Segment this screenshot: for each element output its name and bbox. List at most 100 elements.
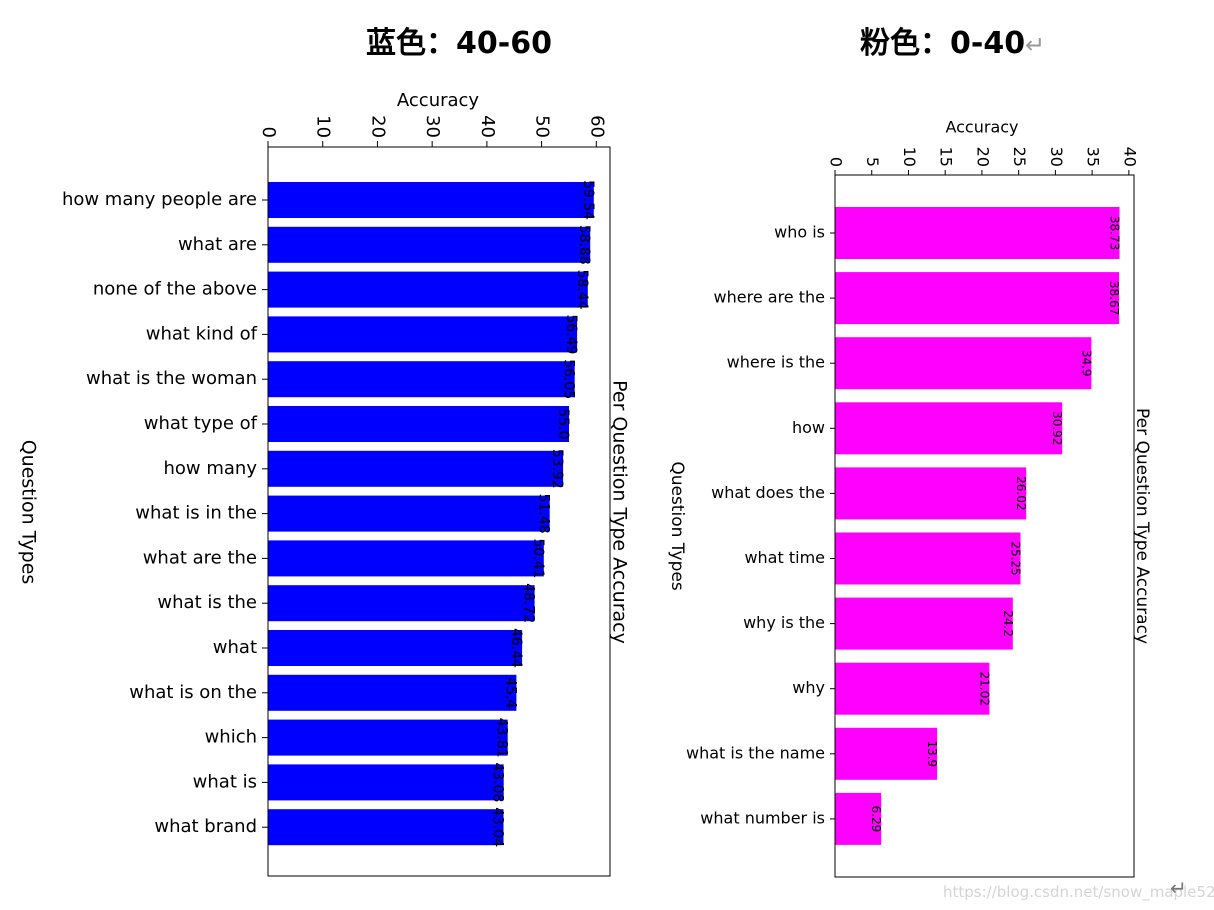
left-chart-category-label: what type of (144, 413, 258, 434)
left-chart-category-label: what are the (143, 547, 257, 568)
left-chart-bar (268, 585, 535, 622)
left-chart: how many people are 59.54 what are 58.88 non… (18, 90, 631, 877)
left-chart-xtick-label: 60 (586, 115, 607, 138)
left-chart-bar (268, 182, 594, 218)
right-chart-bar (835, 597, 1013, 650)
right-chart-category-label: who is (774, 223, 825, 242)
right-chart-category-label: where is the (727, 353, 825, 372)
right-chart-xtick-label: 10 (900, 147, 919, 167)
right-chart-bar (835, 727, 938, 780)
right-chart-xtick-label: 40 (1120, 147, 1139, 167)
left-chart-ylabel: Question Types (18, 440, 40, 585)
right-chart-bar (835, 532, 1021, 585)
left-chart-value-label: 46.44 (508, 628, 524, 668)
right-chart-value-label: 6.29 (869, 806, 883, 833)
left-chart-bar (268, 630, 523, 666)
right-chart-category-label: what number is (700, 808, 825, 827)
watermark: https://blog.csdn.net/snow_maple521 (943, 883, 1214, 901)
right-chart-value-label: 30.92 (1050, 411, 1064, 445)
left-chart-category-label: how many people are (62, 189, 257, 210)
left-chart-category-label: what are (178, 234, 257, 255)
left-chart-xtick-label: 30 (422, 115, 443, 138)
right-chart-bar (835, 402, 1063, 455)
left-chart-axes-frame (267, 146, 611, 877)
right-chart-xtick-label: 20 (973, 147, 992, 167)
left-chart-xtick-label: 50 (532, 115, 553, 138)
left-chart-category-label: what is on the (129, 682, 257, 703)
left-chart-bar (268, 719, 508, 756)
right-chart-xtick-label: 30 (1047, 147, 1066, 167)
right-chart-value-label: 13.9 (925, 740, 939, 767)
right-chart-bar (835, 207, 1120, 259)
right-chart-category-label: where are the (714, 288, 825, 307)
left-chart-bar (268, 809, 504, 846)
right-chart-value-label: 26.02 (1014, 476, 1028, 510)
right-chart-xtick-label: 5 (863, 157, 882, 167)
right-chart-value-label: 25.25 (1009, 541, 1023, 575)
right-chart-xtick-label: 25 (1010, 147, 1029, 167)
right-chart-value-label: 21.02 (977, 672, 991, 706)
left-chart-bar (268, 406, 569, 442)
left-chart-bar (268, 361, 575, 398)
left-chart-category-label: what is the woman (86, 368, 257, 389)
left-chart-category-label: which (205, 727, 257, 748)
right-chart-bar (835, 272, 1120, 325)
right-chart: who is 38.73 where are the 38.67 where is th… (667, 118, 1152, 878)
left-chart-category-label: none of the above (93, 279, 257, 300)
left-chart-category-label: what kind of (146, 323, 258, 344)
right-chart-xtick-label: 35 (1084, 147, 1103, 167)
right-chart-xtick-label: 15 (937, 147, 956, 167)
right-chart-category-label: what time (744, 548, 825, 567)
left-chart-value-label: 43.04 (490, 807, 506, 847)
left-chart-bar (268, 271, 588, 308)
left-chart-value-label: 43.08 (490, 762, 506, 802)
left-chart-value-label: 50.41 (530, 538, 546, 578)
left-chart-value-label: 59.54 (580, 180, 596, 220)
left-chart-category-label: what (213, 637, 257, 658)
left-chart-category-label: what is in the (135, 503, 257, 524)
left-chart-category-label: what is (193, 771, 257, 792)
right-chart-category-label: why is the (743, 613, 825, 632)
left-chart-value-label: 58.44 (574, 270, 590, 310)
right-chart-xlabel: Accuracy (945, 118, 1018, 137)
left-chart-bar (268, 316, 578, 353)
right-chart-xtick-label: 0 (827, 157, 846, 167)
left-chart-title: Per Question Type Accuracy (609, 380, 631, 644)
corner-return-mark-icon: ↵ (1170, 876, 1187, 900)
heading-pink-range: 粉色：0-40↵ (860, 26, 1046, 61)
right-chart-bar (835, 337, 1092, 390)
left-chart-value-label: 58.88 (576, 225, 592, 265)
left-chart-value-label: 53.92 (549, 449, 565, 489)
left-chart-xtick-label: 20 (367, 115, 388, 138)
right-chart-axes-frame (834, 174, 1135, 878)
right-chart-value-label: 34.9 (1079, 350, 1093, 377)
right-chart-value-label: 24.2 (1001, 610, 1015, 637)
left-chart-xlabel: Accuracy (397, 90, 480, 111)
left-chart-value-label: 56.49 (563, 314, 579, 354)
right-chart-bar (835, 662, 990, 715)
right-chart-ylabel: Question Types (667, 461, 687, 590)
left-chart-xtick-label: 40 (477, 115, 498, 138)
return-mark-icon: ↵ (1025, 31, 1046, 59)
right-chart-bar (835, 792, 882, 845)
left-chart-bar (268, 226, 591, 263)
left-chart-bar (268, 450, 564, 487)
left-chart-bar (268, 674, 517, 711)
right-chart-title: Per Question Type Accuracy (1132, 408, 1152, 644)
right-chart-category-label: what is the name (686, 743, 825, 762)
left-chart-bar (268, 764, 504, 801)
right-chart-value-label: 38.67 (1107, 281, 1121, 315)
left-chart-value-label: 48.72 (521, 583, 537, 623)
left-chart-value-label: 55.0 (555, 408, 571, 439)
left-chart-xtick-label: 10 (313, 115, 334, 138)
right-chart-value-label: 38.73 (1108, 216, 1122, 250)
right-chart-category-label: what does the (711, 483, 825, 502)
heading-blue-range: 蓝色：40-60 (366, 26, 552, 61)
left-chart-category-label: how many (164, 458, 258, 479)
left-chart-bar (268, 495, 550, 532)
right-chart-category-label: why (792, 678, 825, 697)
left-chart-category-label: what is the (157, 592, 257, 613)
left-chart-value-label: 56.05 (561, 359, 577, 399)
left-chart-category-label: what brand (154, 816, 257, 837)
